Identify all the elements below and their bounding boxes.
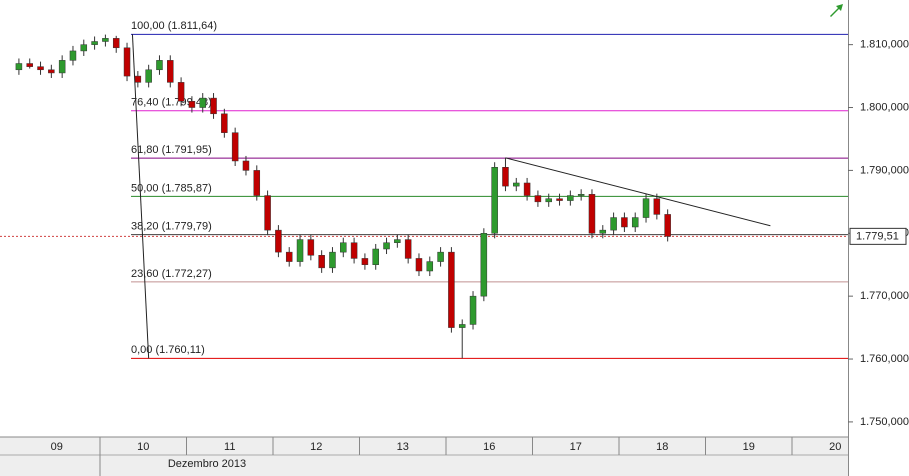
candle-body xyxy=(426,261,434,272)
candle-body xyxy=(599,229,607,234)
trend-line xyxy=(131,34,150,359)
candle-body xyxy=(502,167,509,187)
candle-body xyxy=(253,170,261,196)
last-price-box xyxy=(849,227,907,245)
candle-body xyxy=(145,69,152,83)
candle-body xyxy=(350,242,358,259)
candle-body xyxy=(534,195,542,203)
candle-body xyxy=(469,295,477,325)
candle-body xyxy=(610,217,617,231)
fib-label: 0,00 (1.760,11) xyxy=(131,344,205,356)
candle-body xyxy=(242,160,250,171)
fib-label: 23,60 (1.772,27) xyxy=(131,268,212,280)
candle-body xyxy=(58,60,66,74)
candle-body xyxy=(156,60,163,71)
month-label: Dezembro 2013 xyxy=(168,458,246,470)
x-tick-label: 09 xyxy=(51,441,63,453)
candle-body xyxy=(15,63,23,71)
candle-body xyxy=(404,239,412,259)
x-tick-label: 20 xyxy=(829,441,841,453)
candle-body xyxy=(340,242,347,253)
candle-body xyxy=(80,44,88,52)
candle-body xyxy=(48,69,55,74)
candle-body xyxy=(383,242,390,250)
x-tick-label: 12 xyxy=(310,441,322,453)
candle-body xyxy=(275,229,282,253)
candle-body xyxy=(188,100,196,108)
x-tick-label: 16 xyxy=(483,441,495,453)
candle-body xyxy=(361,258,369,265)
candle-body xyxy=(437,251,444,262)
candle-body xyxy=(318,255,325,269)
candle-body xyxy=(415,258,423,272)
candle-body xyxy=(513,182,520,187)
y-tick-label: 1.760,000 xyxy=(860,353,909,365)
candle-body xyxy=(231,132,239,162)
x-tick-label: 19 xyxy=(743,441,755,453)
candle-body xyxy=(567,195,574,201)
y-tick-label: 1.810,000 xyxy=(860,39,909,51)
x-tick-label: 13 xyxy=(397,441,409,453)
x-tick-label: 18 xyxy=(656,441,668,453)
candle-body xyxy=(545,198,552,203)
fib-label: 50,00 (1.785,87) xyxy=(131,182,212,194)
candle-body xyxy=(523,182,531,196)
candle-body xyxy=(480,233,488,297)
x-tick-label: 17 xyxy=(570,441,582,453)
candle-body xyxy=(123,47,131,77)
candle-body xyxy=(631,217,639,228)
candle-body xyxy=(394,239,401,243)
candle-body xyxy=(91,41,98,45)
candle-body xyxy=(112,38,120,49)
candle-body xyxy=(199,97,206,108)
candle-body xyxy=(491,167,498,234)
y-tick-label: 1.750,000 xyxy=(860,416,909,428)
candle-body xyxy=(458,324,466,328)
y-tick-label: 1.790,000 xyxy=(860,164,909,176)
candle-body xyxy=(329,251,336,269)
fib-label: 61,80 (1.791,95) xyxy=(131,144,212,156)
candle-body xyxy=(26,63,33,67)
candle-body xyxy=(577,194,585,196)
candle-body xyxy=(556,198,563,201)
candle-body xyxy=(588,194,596,234)
candle-body xyxy=(177,82,185,102)
candle-body xyxy=(296,239,304,262)
y-tick-label: 1.770,000 xyxy=(860,290,909,302)
candle-body xyxy=(134,75,142,83)
x-tick-label: 10 xyxy=(137,441,149,453)
candle-body xyxy=(642,198,650,218)
trend-line xyxy=(505,157,771,227)
candle-body xyxy=(307,239,315,256)
candle-body xyxy=(221,113,228,133)
candle-body xyxy=(372,248,379,265)
candle-body xyxy=(664,214,671,237)
candle-body xyxy=(621,217,628,228)
candle-body xyxy=(167,60,174,83)
last-price-label: 1.779,51 xyxy=(856,230,899,242)
candle-body xyxy=(264,195,271,231)
candle-body xyxy=(285,251,293,262)
fib-label: 100,00 (1.811,64) xyxy=(131,20,217,32)
x-axis-area xyxy=(0,437,848,476)
candle-body xyxy=(37,66,44,71)
candle-body xyxy=(210,97,217,115)
fib-label: 38,20 (1.779,79) xyxy=(131,221,212,233)
status-icon xyxy=(830,4,843,17)
candle-body xyxy=(102,38,109,42)
candle-body xyxy=(69,50,77,61)
candle-body xyxy=(653,198,661,215)
x-tick-label: 11 xyxy=(224,441,235,453)
candle-body xyxy=(448,251,455,328)
y-tick-label: 1.800,000 xyxy=(860,101,909,113)
